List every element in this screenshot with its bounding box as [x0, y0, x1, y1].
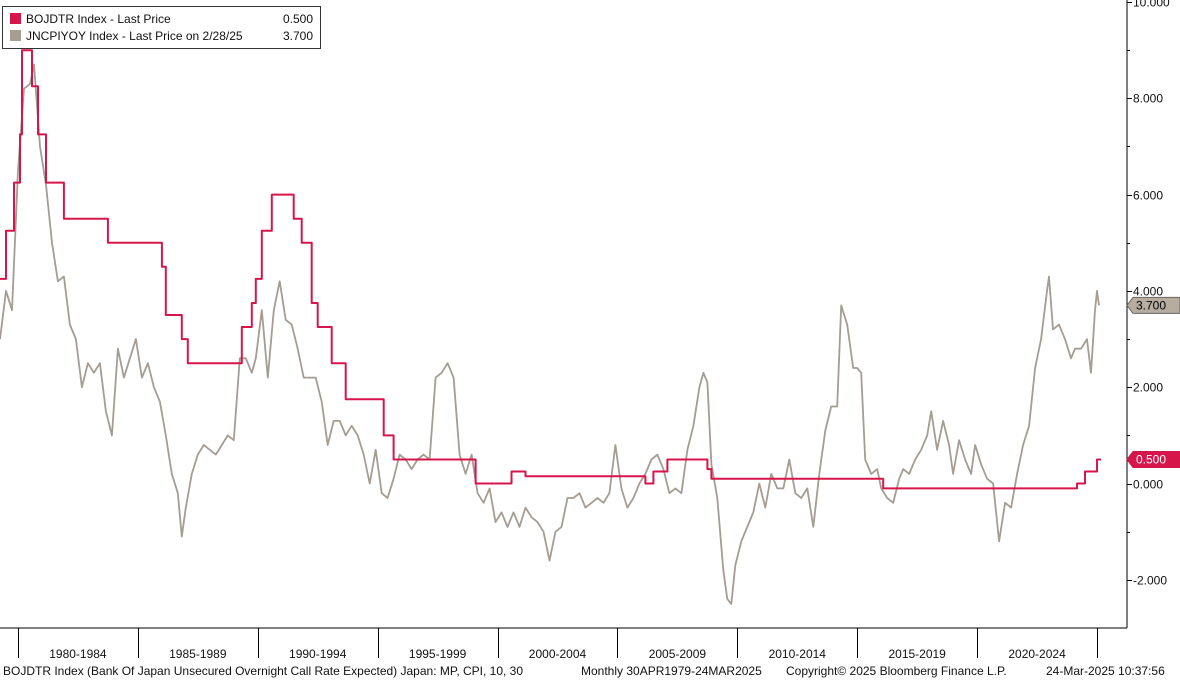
- last-value-tag-bg: [1126, 450, 1180, 468]
- last-value-tag: 3.700: [1126, 296, 1180, 314]
- y-tick-label: 2.000: [1133, 381, 1163, 395]
- x-period-label: 1980-1984: [49, 647, 107, 661]
- x-period-label: 1995-1999: [409, 647, 467, 661]
- x-period-label: 2020-2024: [1008, 647, 1066, 661]
- x-period-label: 2005-2009: [649, 647, 707, 661]
- legend-value: 3.700: [283, 29, 313, 43]
- y-tick-label: 4.000: [1133, 285, 1163, 299]
- x-period-label: 1990-1994: [289, 647, 347, 661]
- chart-canvas: -2.000 0.000 2.000 4.000 6.000 8.000 10.000 19…: [0, 0, 1180, 661]
- legend: BOJDTR Index - Last Price 0.500 JNCPIYOY I…: [2, 6, 321, 49]
- last-value-tag-bg: [1126, 296, 1180, 314]
- last-value-tags: 0.500 3.700: [1126, 296, 1180, 468]
- last-value-tag: 0.500: [1126, 450, 1180, 468]
- last-value-tag-label: 0.500: [1136, 452, 1166, 466]
- footer-timestamp: 24-Mar-2025 10:37:56: [1046, 664, 1165, 678]
- footer-copyright: Copyright© 2025 Bloomberg Finance L.P.: [786, 664, 1007, 678]
- legend-value: 0.500: [283, 12, 313, 26]
- y-tick-label: 8.000: [1133, 92, 1163, 106]
- x-period-label: 1985-1989: [169, 647, 227, 661]
- y-axis: -2.000 0.000 2.000 4.000 6.000 8.000 10.000: [1126, 0, 1170, 628]
- legend-label: JNCPIYOY Index - Last Price on 2/28/25: [26, 29, 243, 43]
- footer-description: BOJDTR Index (Bank Of Japan Unsecured Ov…: [3, 664, 524, 678]
- x-period-label: 2000-2004: [529, 647, 587, 661]
- series-line-jncpiyoy-index: [0, 63, 1100, 605]
- chart-footer: BOJDTR Index (Bank Of Japan Unsecured Ov…: [3, 664, 1177, 680]
- y-tick-label: 0.000: [1133, 478, 1163, 492]
- y-tick-label: 6.000: [1133, 189, 1163, 203]
- last-value-tag-label: 3.700: [1136, 298, 1166, 312]
- y-tick-label: -2.000: [1133, 574, 1167, 588]
- footer-frequency-range: Monthly 30APR1979-24MAR2025: [581, 664, 762, 678]
- legend-label: BOJDTR Index - Last Price: [26, 12, 171, 26]
- x-period-label: 2010-2014: [769, 647, 827, 661]
- y-tick-label: 10.000: [1133, 0, 1170, 10]
- legend-swatch: [10, 30, 21, 41]
- legend-swatch: [10, 13, 21, 24]
- legend-box: [2, 6, 321, 49]
- x-period-label: 2015-2019: [888, 647, 946, 661]
- x-axis: 1980-1984 1985-1989 1990-1994 1995-1999 2000…: [0, 627, 1127, 661]
- plot-area: [0, 49, 1101, 605]
- series-line-bojdtr-index: [0, 49, 1101, 490]
